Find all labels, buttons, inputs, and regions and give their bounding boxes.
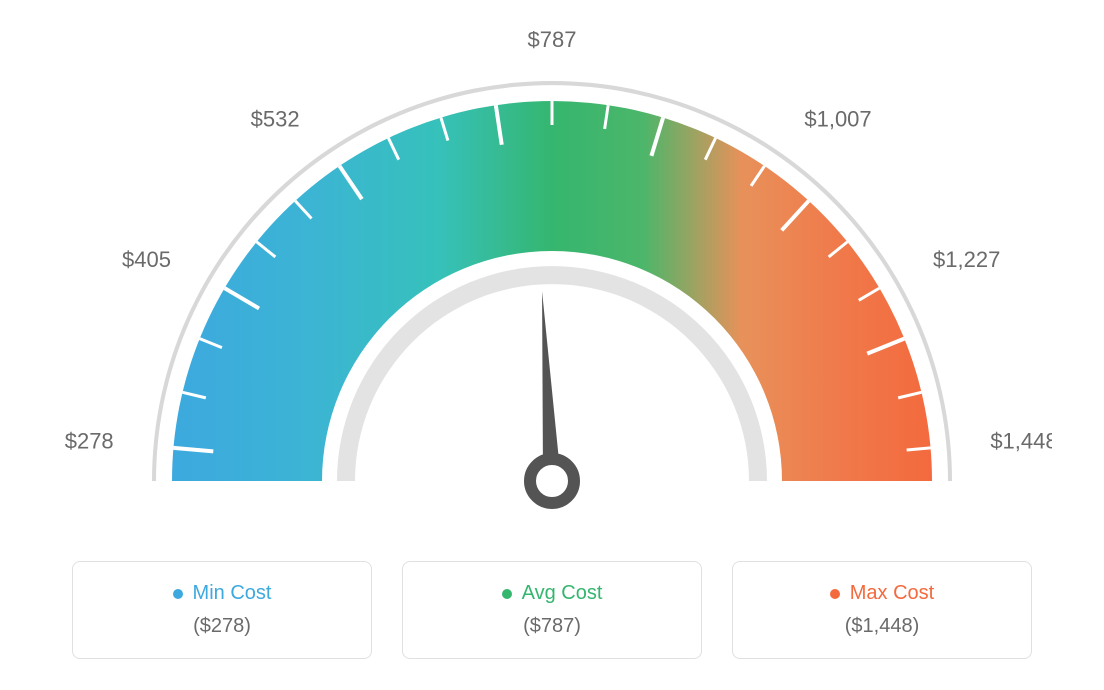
svg-text:$532: $532: [251, 106, 300, 131]
legend-max-label: Max Cost: [773, 582, 991, 605]
legend-avg-value: ($787): [443, 615, 661, 638]
svg-text:$1,227: $1,227: [933, 247, 1000, 272]
dot-icon: [173, 589, 183, 599]
legend-min: Min Cost ($278): [72, 561, 372, 659]
legend-row: Min Cost ($278) Avg Cost ($787) Max Cost…: [72, 561, 1032, 659]
gauge-svg: $278 $405 $532 $787 $1,007 $1,227 $1,448: [52, 31, 1052, 551]
legend-min-text: Min Cost: [193, 582, 272, 605]
legend-avg-label: Avg Cost: [443, 582, 661, 605]
dot-icon: [502, 589, 512, 599]
svg-text:$787: $787: [528, 31, 577, 52]
svg-text:$405: $405: [122, 247, 171, 272]
legend-avg: Avg Cost ($787): [402, 561, 702, 659]
legend-max: Max Cost ($1,448): [732, 561, 1032, 659]
svg-text:$1,448: $1,448: [990, 428, 1052, 453]
legend-avg-text: Avg Cost: [522, 582, 603, 605]
svg-text:$278: $278: [65, 428, 114, 453]
legend-min-label: Min Cost: [113, 582, 331, 605]
legend-max-text: Max Cost: [850, 582, 934, 605]
dot-icon: [830, 589, 840, 599]
legend-max-value: ($1,448): [773, 615, 991, 638]
svg-text:$1,007: $1,007: [804, 106, 871, 131]
cost-gauge: $278 $405 $532 $787 $1,007 $1,227 $1,448: [52, 31, 1052, 551]
legend-min-value: ($278): [113, 615, 331, 638]
